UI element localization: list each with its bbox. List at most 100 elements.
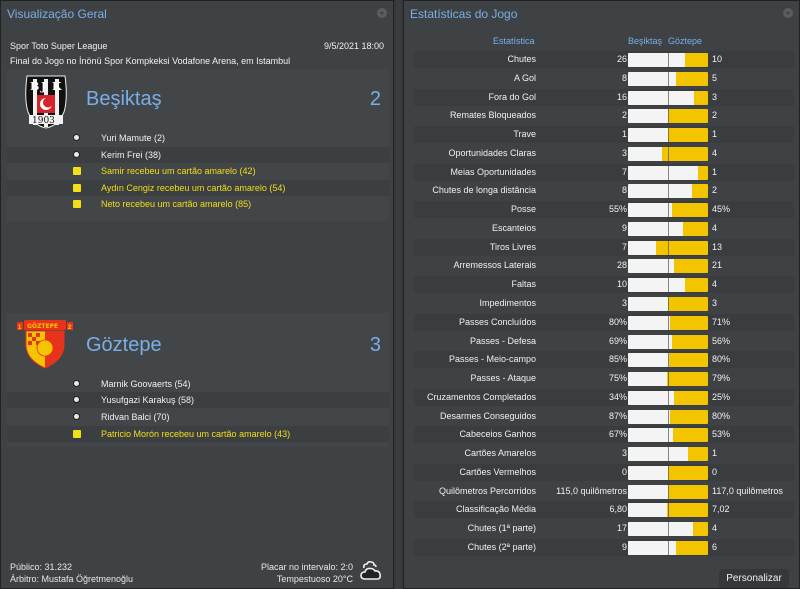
- stat-comparison-bar: [628, 428, 708, 443]
- away-team-score: 3: [369, 334, 381, 356]
- bar-home-segment: [628, 146, 662, 161]
- bar-center-line: [668, 315, 669, 330]
- event-text: Neto recebeu um cartão amarelo (85): [101, 199, 252, 209]
- stat-label: Tiros Livres: [489, 241, 536, 252]
- svg-text:B: B: [30, 80, 39, 93]
- stat-row: Cabeceios Ganhos 67% 53%: [414, 426, 794, 444]
- stat-away-value: 1: [712, 448, 718, 459]
- goal-ball-icon: [73, 134, 80, 141]
- stat-comparison-bar: [628, 409, 708, 424]
- bar-center-line: [668, 334, 669, 349]
- splitter-grip[interactable]: [396, 0, 401, 589]
- stat-away-value: 13: [712, 241, 723, 252]
- home-team-name[interactable]: Beşiktaş: [86, 88, 162, 110]
- stat-away-value: 1: [712, 166, 718, 177]
- stat-home-value: 0: [621, 466, 627, 477]
- stat-row: Passes Concluídos 80% 71%: [414, 313, 794, 331]
- stat-away-value: 6: [712, 542, 718, 553]
- bar-center-line: [668, 522, 669, 537]
- stat-home-value: 17: [616, 523, 627, 534]
- stat-row: Fora do Gol 16 3: [414, 88, 794, 106]
- stat-comparison-bar: [628, 353, 708, 368]
- stat-home-value: 6,80: [609, 504, 627, 515]
- attendance: Público: 31.232: [10, 562, 73, 572]
- stat-row: Chutes 26 10: [414, 51, 794, 68]
- besiktas-crest-icon[interactable]: B J K 1903: [24, 74, 68, 129]
- stat-comparison-bar: [628, 146, 708, 161]
- col-header-away[interactable]: Göztepe: [668, 36, 703, 46]
- stat-away-value: 71%: [712, 316, 731, 327]
- stat-comparison-bar: [628, 203, 708, 218]
- overview-collapse-button[interactable]: [377, 8, 387, 18]
- overview-panel-title: Visualização Geral: [7, 7, 107, 21]
- stat-row: Cruzamentos Completados 34% 25%: [414, 388, 794, 406]
- stats-collapse-button[interactable]: [783, 8, 793, 18]
- stat-comparison-bar: [628, 184, 708, 199]
- stat-label: Faltas: [511, 279, 536, 290]
- stat-row: Chutes (2ª parte) 9 6: [414, 539, 794, 557]
- stat-row: Tiros Livres 7 13: [414, 238, 794, 256]
- stat-home-value: 3: [621, 147, 627, 158]
- bar-home-segment: [628, 372, 668, 387]
- stat-row: Chutes de longa distância 8 2: [414, 182, 794, 199]
- stat-home-value: 3: [621, 298, 627, 308]
- stat-comparison-bar: [628, 109, 708, 124]
- goal-ball-icon: [73, 413, 80, 420]
- bar-center-line: [668, 390, 669, 405]
- away-team-name[interactable]: Göztepe: [86, 334, 162, 356]
- stat-label: Passes - Ataque: [470, 373, 536, 384]
- bar-home-segment: [628, 240, 656, 255]
- stat-row: Quilômetros Percorridos 115,0 quilômetros…: [414, 483, 794, 500]
- stat-row: Remates Bloqueados 2 2: [414, 107, 794, 124]
- bar-home-segment: [628, 90, 695, 105]
- stat-row: Posse 55% 45%: [414, 201, 794, 219]
- stat-label: Chutes (2ª parte): [467, 542, 536, 553]
- bar-home-segment: [628, 184, 692, 199]
- panel-splitter[interactable]: [394, 0, 403, 589]
- stat-home-value: 1: [621, 129, 627, 140]
- stat-row: Oportunidades Claras 3 4: [414, 145, 794, 162]
- stat-comparison-bar: [628, 53, 708, 67]
- bar-center-line: [668, 165, 669, 180]
- bar-center-line: [668, 146, 669, 161]
- stat-comparison-bar: [628, 503, 708, 518]
- bar-center-line: [668, 484, 669, 499]
- svg-text:GÖZTEPE: GÖZTEPE: [27, 323, 58, 330]
- away-team-block: 1 2 GÖZTEPE Göztepe 3: [7, 313, 389, 447]
- svg-text:1: 1: [18, 324, 22, 331]
- event-text: Yusufgazi Karakuş (58): [101, 395, 195, 405]
- customize-button[interactable]: Personalizar: [719, 569, 789, 588]
- bar-center-line: [668, 203, 669, 218]
- event-text: Patricio Morón recebeu um cartão amarelo…: [101, 429, 291, 439]
- referee: Árbitro: Mustafa Öğretmenoğlu: [10, 574, 134, 584]
- home-event-3: Aydın Cengiz recebeu um cartão amarelo (…: [7, 180, 389, 196]
- bar-home-segment: [628, 315, 671, 330]
- stat-comparison-bar: [628, 90, 708, 105]
- goztepe-crest-icon[interactable]: 1 2 GÖZTEPE: [17, 320, 73, 370]
- stat-label: Desarmes Conseguidos: [439, 410, 536, 421]
- stat-home-value: 2: [621, 110, 627, 121]
- bar-home-segment: [628, 353, 669, 368]
- stat-away-value: 56%: [712, 335, 731, 346]
- stat-row: Passes - Defesa 69% 56%: [414, 333, 794, 350]
- bar-home-segment: [628, 428, 673, 443]
- stat-home-value: 34%: [608, 391, 627, 402]
- stat-label: Passes - Defesa: [469, 335, 536, 346]
- bar-center-line: [668, 465, 669, 480]
- stat-label: Passes - Meio-campo: [448, 354, 536, 365]
- stat-home-value: 69%: [608, 335, 627, 346]
- col-header-home[interactable]: Beşiktaş: [628, 36, 663, 46]
- bar-center-line: [668, 503, 669, 518]
- stat-row: Trave 1 1: [414, 126, 794, 144]
- stat-label: Passes Concluídos: [458, 316, 536, 327]
- bar-center-line: [668, 541, 669, 556]
- bar-center-line: [668, 221, 669, 236]
- svg-text:K: K: [52, 80, 62, 93]
- bar-center-line: [668, 278, 669, 293]
- stat-label: Classificação Média: [455, 504, 536, 515]
- stat-label: Arremessos Laterais: [453, 260, 536, 271]
- home-event-4: Neto recebeu um cartão amarelo (85): [7, 196, 389, 212]
- stat-home-value: 8: [621, 72, 627, 83]
- stat-away-value: 25%: [712, 391, 731, 402]
- stat-row: Faltas 10 4: [414, 276, 794, 294]
